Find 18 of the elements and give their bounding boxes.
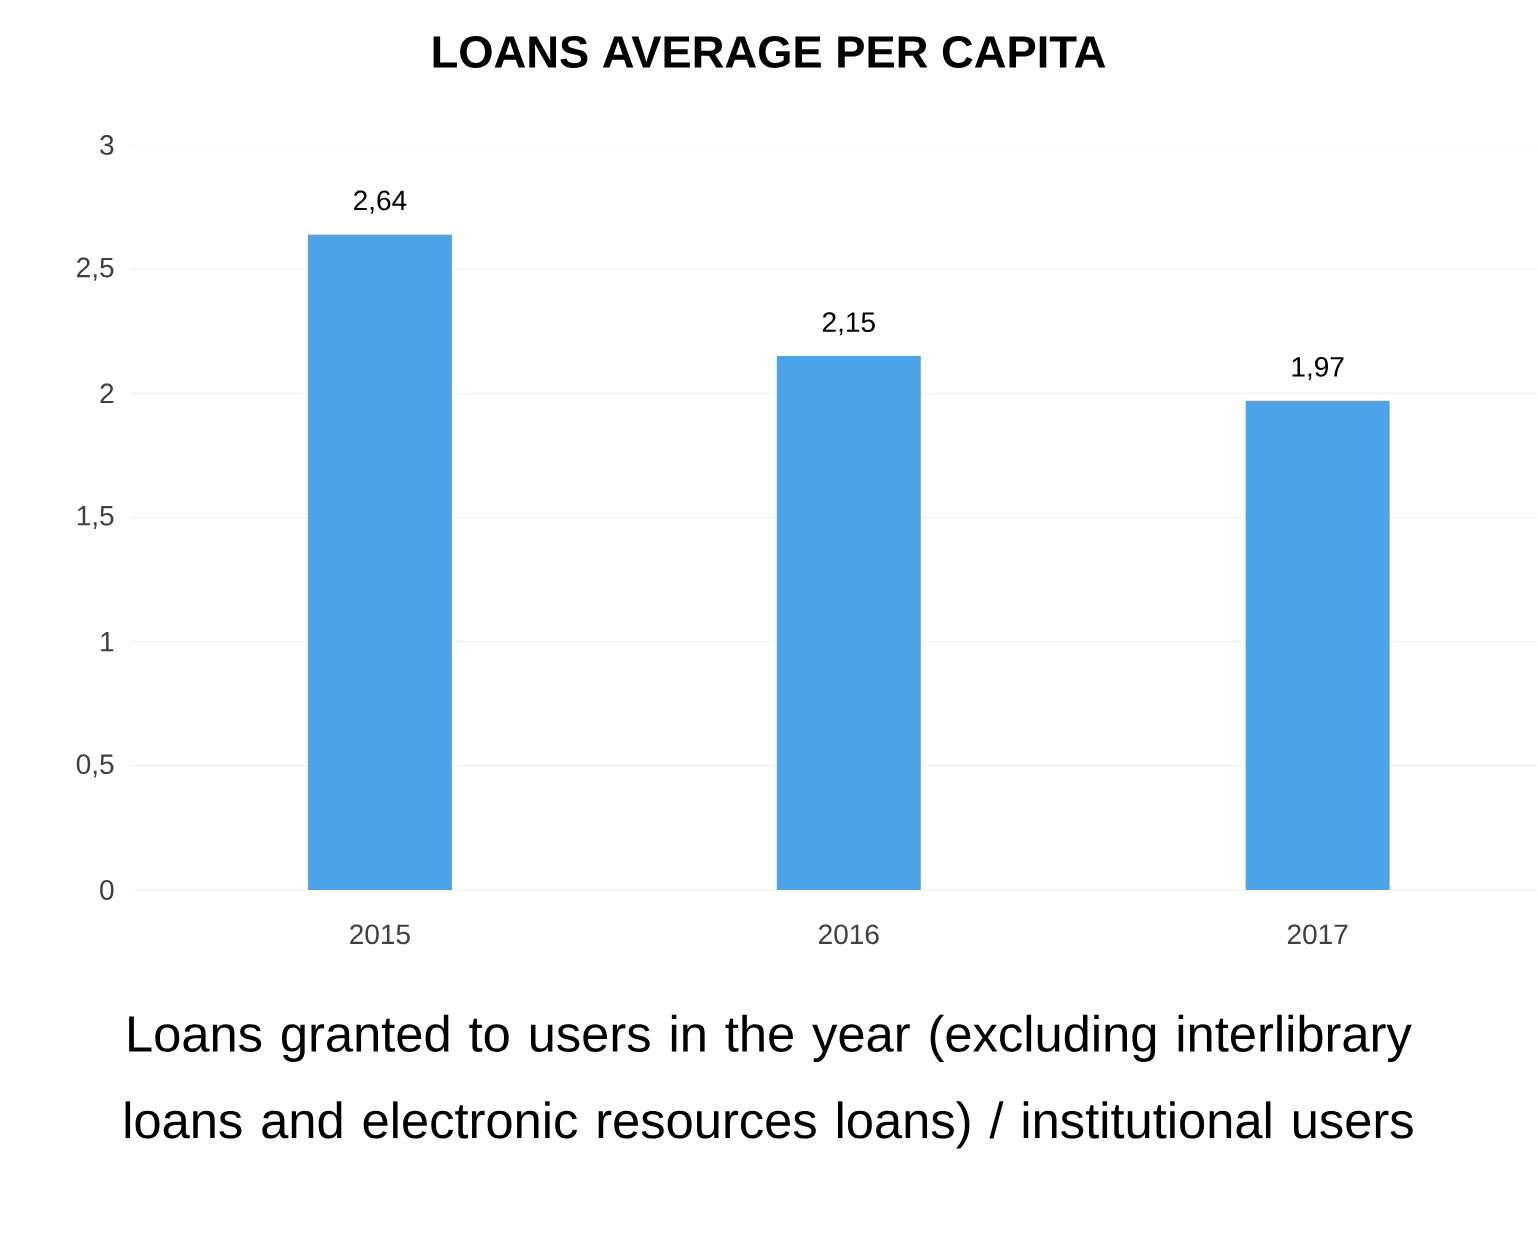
- x-tick-label: 2016: [819, 924, 879, 945]
- data-label: 2,64: [354, 190, 407, 214]
- y-tick-label: 3: [100, 135, 114, 155]
- y-tick-label: 1,5: [77, 506, 114, 529]
- bar: [307, 234, 452, 890]
- data-label: 2,15: [822, 312, 875, 336]
- x-tick-label: 2017: [1287, 924, 1348, 945]
- y-tick-label: 2,5: [77, 257, 114, 281]
- data-label: 1,97: [1292, 356, 1344, 381]
- y-tick-label: 2: [100, 383, 114, 404]
- text: Loans granted to users in the year (excluding interlibrary loans and electronic resources loans) / institutional users: [125, 1014, 1413, 1149]
- y-tick-label: 0: [100, 880, 114, 900]
- bar: [1245, 400, 1390, 890]
- x-tick-label: 2015: [350, 924, 410, 945]
- y-tick-label: 0,5: [76, 754, 114, 778]
- chart-title: LOANS AVERAGE PER CAPITA: [433, 35, 1106, 69]
- bar: [776, 356, 921, 890]
- y-tick-label: 1: [101, 632, 114, 652]
